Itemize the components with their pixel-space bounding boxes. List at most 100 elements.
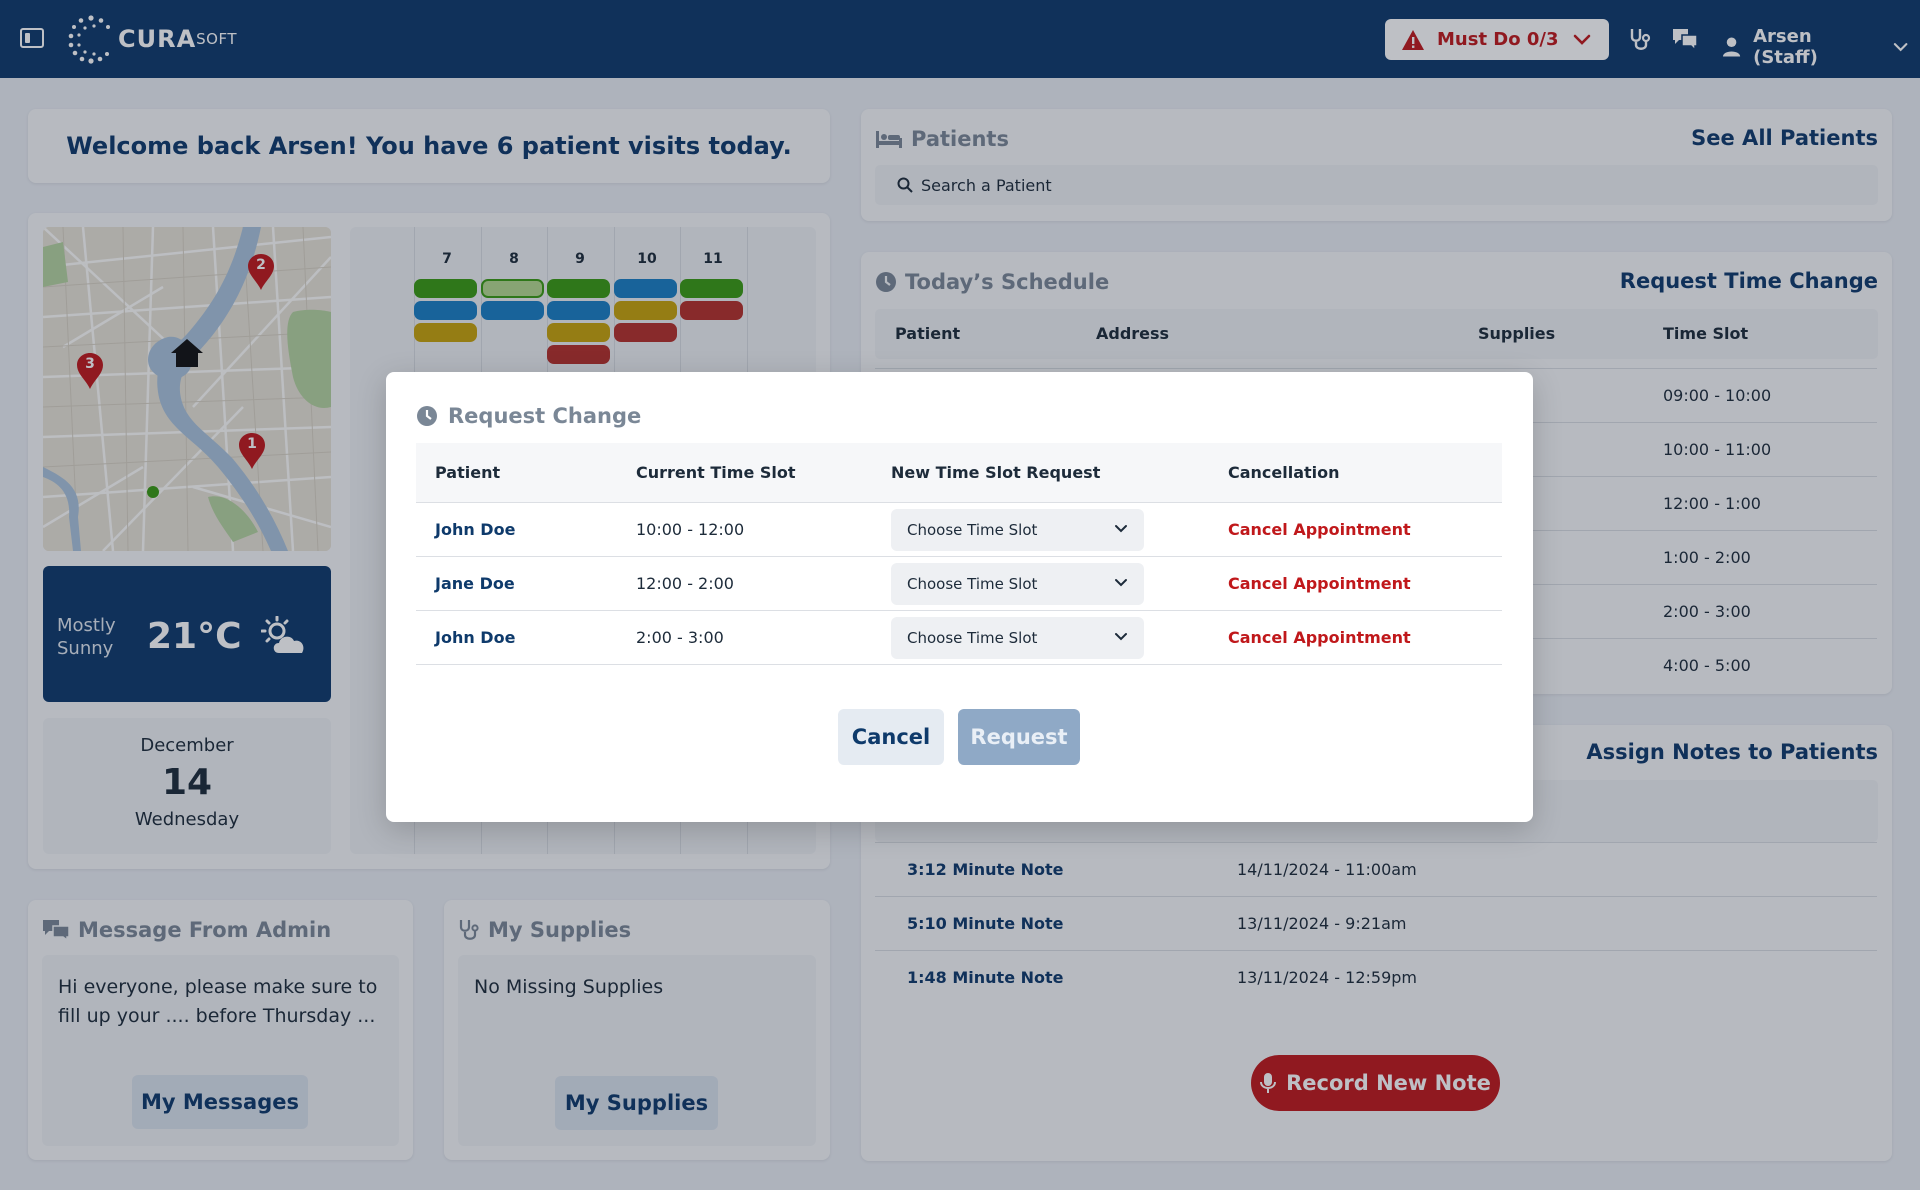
cancel-button[interactable]: Cancel bbox=[838, 709, 944, 765]
see-all-patients-link[interactable]: See All Patients bbox=[1691, 126, 1878, 150]
column-header: Current Time Slot bbox=[636, 463, 796, 482]
request-button[interactable]: Request bbox=[958, 709, 1080, 765]
weather-widget: Mostly Sunny 21°C bbox=[43, 566, 331, 702]
map-pin-1[interactable]: 1 bbox=[238, 432, 266, 474]
chevron-down-icon bbox=[1115, 579, 1127, 587]
request-time-change-link[interactable]: Request Time Change bbox=[1619, 269, 1878, 293]
map[interactable]: 2 3 1 bbox=[43, 227, 331, 551]
stethoscope-icon[interactable] bbox=[1627, 26, 1653, 52]
assign-notes-link[interactable]: Assign Notes to Patients bbox=[1586, 740, 1878, 764]
chevron-down-icon bbox=[1573, 34, 1590, 45]
welcome-banner: Welcome back Arsen! You have 6 patient v… bbox=[28, 109, 830, 183]
patients-card-title-text: Patients bbox=[911, 127, 1009, 151]
weather-condition: Mostly Sunny bbox=[57, 614, 116, 660]
note-link[interactable]: 3:12 Minute Note bbox=[907, 860, 1064, 879]
logo-text: CURA bbox=[118, 25, 197, 53]
welcome-text: Welcome back Arsen! You have 6 patient v… bbox=[66, 132, 792, 160]
map-pin-icon bbox=[239, 433, 265, 469]
user-name: Arsen (Staff) bbox=[1753, 26, 1818, 68]
top-bar: CURA SOFT Must Do 0/3 Arsen (Staff) bbox=[0, 0, 1920, 78]
cancel-appointment-link[interactable]: Cancel Appointment bbox=[1228, 628, 1411, 647]
calendar-block[interactable] bbox=[481, 279, 544, 298]
record-new-note-button[interactable]: Record New Note bbox=[1251, 1055, 1500, 1111]
schedule-table-header: Patient Address Supplies Time Slot bbox=[875, 309, 1878, 359]
bed-icon bbox=[876, 131, 902, 148]
cancel-appointment-link[interactable]: Cancel Appointment bbox=[1228, 520, 1411, 539]
patient-search-input[interactable]: Search a Patient bbox=[875, 165, 1878, 205]
calendar-block[interactable] bbox=[481, 301, 544, 320]
calendar-block[interactable] bbox=[547, 279, 610, 298]
calendar-hour-10: 10 bbox=[637, 251, 657, 267]
patient-link[interactable]: John Doe bbox=[435, 520, 516, 539]
calendar-block[interactable] bbox=[614, 323, 677, 342]
modal-title-text: Request Change bbox=[448, 404, 642, 428]
chevron-down-icon bbox=[1893, 43, 1908, 52]
calendar-block[interactable] bbox=[547, 301, 610, 320]
request-change-modal: Request Change Patient Current Time Slot… bbox=[386, 372, 1533, 822]
time-slot: 12:00 - 1:00 bbox=[1663, 494, 1761, 513]
time-slot-select-value: Choose Time Slot bbox=[907, 629, 1038, 647]
calendar-block[interactable] bbox=[414, 323, 477, 342]
calendar-hour-8: 8 bbox=[509, 251, 519, 267]
message-card: Message From Admin Hi everyone, please m… bbox=[28, 900, 413, 1160]
partly-sunny-icon bbox=[261, 616, 304, 653]
row-divider bbox=[875, 950, 1877, 951]
supplies-card-title: My Supplies bbox=[458, 918, 631, 942]
calendar-block[interactable] bbox=[614, 301, 677, 320]
calendar-block[interactable] bbox=[614, 279, 677, 298]
chat-icon[interactable] bbox=[1671, 26, 1699, 52]
row-divider bbox=[875, 896, 1877, 897]
logo[interactable]: CURA SOFT bbox=[66, 14, 237, 64]
row-divider bbox=[875, 368, 1877, 369]
map-pin-2[interactable]: 2 bbox=[247, 253, 275, 295]
time-slot-select-value: Choose Time Slot bbox=[907, 575, 1038, 593]
calendar-block[interactable] bbox=[414, 301, 477, 320]
message-body: Hi everyone, please make sure to fill up… bbox=[42, 955, 399, 1146]
map-pin-icon bbox=[248, 254, 274, 290]
must-do-dropdown[interactable]: Must Do 0/3 bbox=[1385, 19, 1609, 60]
search-placeholder: Search a Patient bbox=[921, 175, 1052, 195]
calendar-hour-11: 11 bbox=[703, 251, 723, 267]
user-icon bbox=[1722, 37, 1741, 57]
my-supplies-button[interactable]: My Supplies bbox=[555, 1076, 718, 1130]
date-weekday: Wednesday bbox=[134, 809, 240, 830]
calendar-block[interactable] bbox=[680, 279, 743, 298]
calendar-block[interactable] bbox=[547, 323, 610, 342]
calendar-block[interactable] bbox=[680, 301, 743, 320]
current-time-slot: 2:00 - 3:00 bbox=[636, 628, 724, 647]
schedule-card-title-text: Today’s Schedule bbox=[905, 270, 1110, 294]
map-pin-icon bbox=[77, 353, 103, 389]
patient-link[interactable]: John Doe bbox=[435, 628, 516, 647]
time-slot-select[interactable]: Choose Time Slot bbox=[891, 509, 1144, 551]
patients-card-title: Patients bbox=[875, 127, 1009, 151]
current-time-slot: 10:00 - 12:00 bbox=[636, 520, 745, 539]
time-slot: 09:00 - 10:00 bbox=[1663, 386, 1772, 405]
note-date: 13/11/2024 - 9:21am bbox=[1237, 914, 1407, 933]
calendar-block[interactable] bbox=[414, 279, 477, 298]
column-header: Patient bbox=[895, 324, 961, 343]
warning-icon bbox=[1402, 29, 1424, 50]
note-link[interactable]: 5:10 Minute Note bbox=[907, 914, 1064, 933]
time-slot: 1:00 - 2:00 bbox=[1663, 548, 1751, 567]
record-new-note-label: Record New Note bbox=[1286, 1071, 1491, 1095]
my-messages-button[interactable]: My Messages bbox=[132, 1075, 308, 1129]
message-card-title: Message From Admin bbox=[42, 918, 331, 942]
time-slot-select[interactable]: Choose Time Slot bbox=[891, 617, 1144, 659]
user-menu[interactable]: Arsen (Staff) bbox=[1722, 26, 1920, 68]
time-slot-select[interactable]: Choose Time Slot bbox=[891, 563, 1144, 605]
table-row: Jane Doe 12:00 - 2:00 Choose Time Slot C… bbox=[416, 557, 1502, 611]
cancel-appointment-link[interactable]: Cancel Appointment bbox=[1228, 574, 1411, 593]
logo-mark-icon bbox=[68, 15, 110, 64]
patients-card: Patients See All Patients Search a Patie… bbox=[861, 109, 1892, 221]
supplies-text: No Missing Supplies bbox=[474, 976, 664, 998]
message-card-title-text: Message From Admin bbox=[78, 918, 332, 942]
calendar-block[interactable] bbox=[547, 345, 610, 364]
table-row: John Doe 2:00 - 3:00 Choose Time Slot Ca… bbox=[416, 611, 1502, 665]
map-pin-label: 2 bbox=[256, 257, 266, 273]
chat-icon bbox=[43, 920, 70, 941]
patient-link[interactable]: Jane Doe bbox=[435, 574, 515, 593]
map-pin-label: 1 bbox=[247, 436, 257, 452]
sidebar-toggle-icon[interactable] bbox=[20, 28, 44, 48]
map-pin-3[interactable]: 3 bbox=[76, 352, 104, 394]
note-link[interactable]: 1:48 Minute Note bbox=[907, 968, 1064, 987]
